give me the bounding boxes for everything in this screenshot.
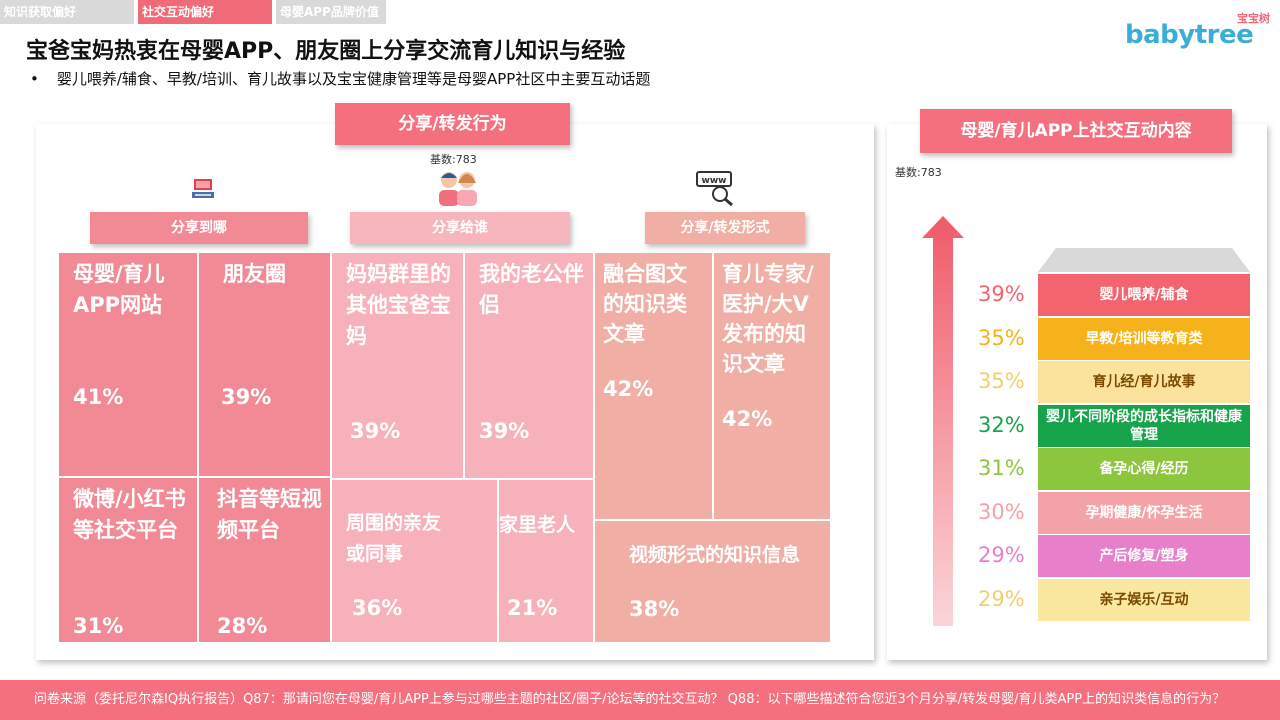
tile-percent: 39% (350, 419, 401, 443)
tile-label: 抖音等短视频平台 (217, 487, 322, 542)
bar-category: 育儿经/育儿故事 (1038, 361, 1250, 403)
tile-label: 育儿专家/医护/大V发布的知识文章 (722, 262, 814, 376)
www-search-icon: www (696, 171, 733, 206)
parents-icon (439, 172, 477, 206)
bar-category: 早教/培训等教育类 (1038, 317, 1250, 360)
tile-percent: 42% (603, 377, 654, 401)
tile-percent: 41% (73, 385, 124, 409)
bar-percent: 39% (978, 282, 1025, 306)
share-behavior-header: 分享/转发行为 (335, 103, 570, 145)
bar-category: 备孕心得/经历 (1038, 448, 1250, 490)
tile-label: 母婴/育儿APP网站 (73, 262, 165, 317)
page-title: 宝爸宝妈热衷在母婴APP、朋友圈上分享交流育儿知识与经验 (26, 39, 626, 64)
logo-cn: 宝宝树 (1237, 12, 1270, 25)
right-base: 基数:783 (895, 166, 942, 179)
tile-percent: 21% (507, 596, 558, 620)
tile-moments: 朋友圈 39% (198, 252, 331, 477)
tab-knowledge[interactable]: 知识获取偏好 (0, 0, 134, 24)
bar-category: 婴儿喂养/辅食 (1038, 274, 1250, 316)
tile-elders: 家里老人 21% (498, 479, 594, 643)
tile-video-info: 视频形式的知识信息 38% (594, 520, 831, 643)
bar-category: 亲子娱乐/互动 (1038, 578, 1250, 621)
tile-label: 周围的亲友或同事 (346, 512, 442, 565)
tile-label: 妈妈群里的其他宝爸宝妈 (346, 262, 451, 348)
tile-other-parents: 妈妈群里的其他宝爸宝妈 39% (331, 252, 464, 479)
tile-label: 家里老人 (499, 514, 576, 536)
tile-label: 视频形式的知识信息 (629, 544, 801, 566)
bar-category: 产后修复/塑身 (1038, 535, 1250, 577)
bar-percent: 32% (978, 412, 1025, 437)
tile-percent: 42% (722, 407, 773, 431)
up-arrow-icon (922, 216, 964, 626)
category-where: 分享到哪 (90, 212, 308, 244)
tile-short-video: 抖音等短视频平台 28% (198, 477, 331, 643)
tile-percent: 36% (352, 596, 403, 620)
footer-source: 问卷来源（委托尼尔森IQ执行报告）Q87：那请问您在母婴/育儿APP上参与过哪些… (0, 680, 1280, 720)
category-whom: 分享给谁 (350, 212, 570, 244)
category-format: 分享/转发形式 (645, 212, 805, 244)
tile-label: 我的老公伴侣 (479, 262, 584, 317)
tile-weibo-xhs: 微博/小红书等社交平台 31% (58, 477, 198, 643)
tab-social[interactable]: 社交互动偏好 (138, 0, 272, 24)
bullet-point: • 婴儿喂养/辅食、早教/培训、育儿故事以及宝宝健康管理等是母婴APP社区中主要互… (30, 70, 651, 88)
tile-percent: 28% (217, 614, 268, 638)
tile-label: 融合图文的知识类文章 (603, 262, 687, 346)
bar-percent: 35% (978, 325, 1025, 350)
bar-percent: 35% (978, 369, 1025, 393)
tab-brand[interactable]: 母婴APP品牌价值研究 (276, 0, 386, 43)
tile-expert-article: 育儿专家/医护/大V发布的知识文章 42% (713, 252, 831, 520)
tile-partner: 我的老公伴侣 39% (464, 252, 594, 479)
pyramid-top (1038, 248, 1250, 272)
bullet-text: 婴儿喂养/辅食、早教/培训、育儿故事以及宝宝健康管理等是母婴APP社区中主要互动… (56, 70, 651, 88)
tile-percent: 39% (221, 385, 272, 409)
computer-icon (192, 179, 214, 198)
tile-app-website: 母婴/育儿APP网站 41% (58, 252, 198, 477)
tile-percent: 31% (73, 614, 124, 638)
tile-percent: 39% (479, 419, 530, 443)
bar-percent: 29% (978, 586, 1025, 611)
bar-category: 孕期健康/怀孕生活 (1038, 491, 1250, 534)
logo-en: babytree (1125, 20, 1254, 50)
social-content-header: 母婴/育儿APP上社交互动内容 (920, 109, 1232, 153)
top-tabs: 知识获取偏好 社交互动偏好 母婴APP品牌价值研究 (0, 0, 386, 43)
svg-text:www: www (702, 176, 727, 186)
bar-percent: 29% (978, 543, 1025, 567)
tile-percent: 38% (629, 597, 680, 621)
tile-label: 朋友圈 (223, 262, 286, 286)
bar-percent: 30% (978, 499, 1025, 524)
tile-illustrated-article: 融合图文的知识类文章 42% (594, 252, 713, 520)
bar-percent: 31% (978, 456, 1025, 480)
left-base: 基数:783 (430, 153, 477, 166)
babytree-logo: 宝宝树 babytree (1125, 8, 1270, 50)
bar-category: 婴儿不同阶段的成长指标和健康管理 (1038, 404, 1250, 447)
tile-friends: 周围的亲友或同事 36% (331, 479, 498, 643)
tile-label: 微博/小红书等社交平台 (73, 487, 186, 542)
